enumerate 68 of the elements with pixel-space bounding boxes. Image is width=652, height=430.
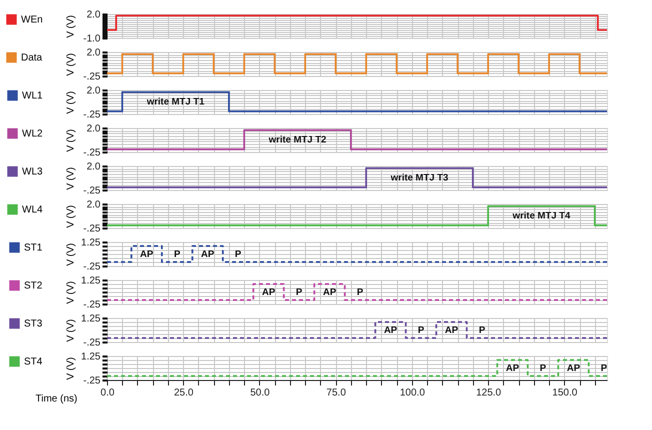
annotation: AP [444, 325, 459, 336]
annotation: AP [322, 287, 337, 298]
y-tick-label: -.25 [83, 110, 101, 120]
y-axis-title: V (V) [66, 319, 76, 342]
annotation: write MTJ T2 [268, 134, 326, 146]
legend-label: WL2 [22, 128, 43, 140]
annotation: P [356, 287, 364, 298]
y-axis-title: V (V) [66, 281, 76, 304]
y-axis-title: V (V) [66, 129, 76, 152]
y-tick-label: 2.0 [86, 10, 101, 20]
legend-label: WL4 [22, 204, 43, 216]
x-tick-label: 150.0 [552, 388, 578, 398]
x-tick-label: 25.0 [174, 388, 194, 398]
annotation: P [234, 249, 242, 260]
legend-label: WL1 [22, 90, 43, 102]
x-tick-label: 125.0 [476, 388, 502, 398]
annotation: write MTJ T1 [146, 96, 206, 108]
y-axis-title: V (V) [66, 91, 76, 114]
y-tick-label: 2.0 [86, 200, 101, 210]
x-tick-label: 100.0 [400, 388, 426, 398]
annotation: P [600, 363, 608, 374]
legend-label: ST1 [24, 242, 43, 254]
annotation: AP [262, 287, 276, 298]
y-tick-label: -.25 [83, 72, 101, 82]
legend-label: ST2 [24, 280, 43, 292]
x-tick-label: 50.0 [250, 388, 270, 398]
y-tick-label: -.25 [83, 186, 101, 196]
y-tick-label: 1.25 [81, 238, 101, 248]
y-axis-title: V (V) [66, 167, 76, 190]
annotation: P [418, 325, 425, 336]
x-tick-label: 75.0 [326, 388, 346, 398]
annotation: P [174, 249, 181, 260]
y-axis-title: V (V) [66, 15, 76, 38]
annotation: AP [140, 249, 154, 260]
annotation: AP [201, 249, 215, 260]
legend-label: ST4 [24, 356, 43, 368]
y-axis-title: V (V) [66, 205, 76, 228]
legend-label: ST3 [24, 318, 43, 330]
y-tick-label: 2.0 [86, 162, 101, 172]
y-tick-label: 1.25 [81, 314, 101, 324]
y-axis-title: V (V) [66, 243, 76, 266]
annotation: P [540, 363, 547, 374]
legend-label: Data [21, 52, 43, 64]
annotation: AP [384, 325, 398, 336]
y-tick-label: -.25 [83, 300, 101, 310]
y-tick-label: 2.0 [86, 86, 101, 96]
y-tick-label: 1.25 [81, 276, 101, 286]
x-tick-label: 0.0 [100, 388, 115, 398]
y-tick-label: 2.0 [86, 48, 101, 58]
y-axis-title: V (V) [66, 357, 76, 380]
legend-label: WEn [21, 14, 43, 26]
annotation: AP [566, 363, 581, 374]
annotation: AP [506, 363, 520, 374]
legend-label: WL3 [22, 166, 43, 178]
y-tick-label: 1.25 [81, 352, 101, 362]
y-tick-label: 2.0 [86, 124, 101, 134]
annotation: P [296, 287, 303, 298]
y-tick-label: -.25 [83, 262, 101, 272]
y-tick-label: -1.0 [83, 34, 101, 44]
annotation: write MTJ T4 [512, 210, 571, 222]
y-tick-label: -.25 [83, 376, 101, 386]
y-tick-label: -.25 [83, 224, 101, 234]
y-axis-title: V (V) [66, 53, 76, 76]
x-axis-title: Time (ns) [36, 394, 78, 404]
y-tick-label: -.25 [83, 338, 101, 348]
annotation: P [478, 325, 486, 336]
y-tick-label: -.25 [83, 148, 101, 158]
annotation: write MTJ T3 [390, 172, 448, 184]
